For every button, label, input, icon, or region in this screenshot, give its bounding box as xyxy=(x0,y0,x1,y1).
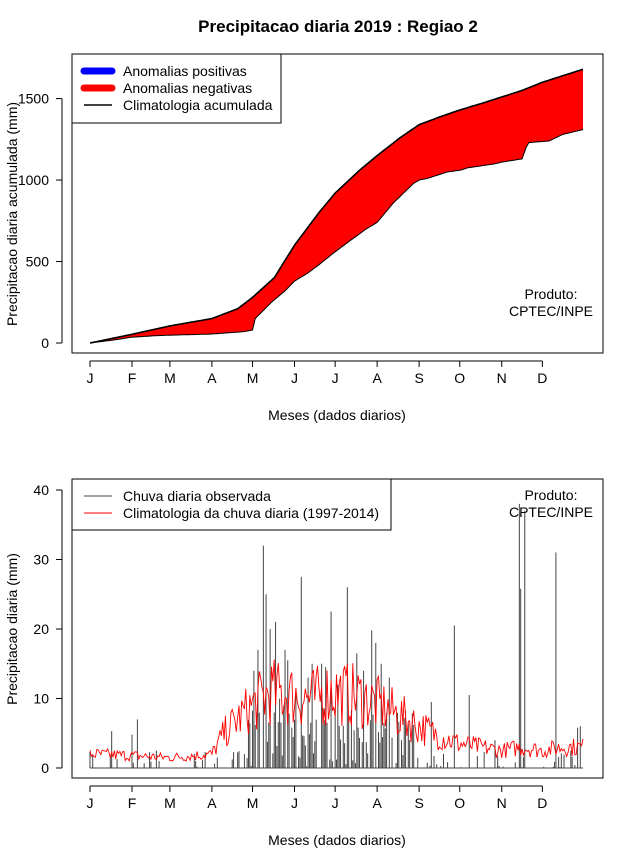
x-tick-label: O xyxy=(454,795,465,811)
x-tick-label: J xyxy=(332,370,339,386)
daily-y-axis: 0 10 20 30 40 xyxy=(33,482,63,776)
y-tick-label: 1500 xyxy=(18,91,49,107)
x-tick-label: N xyxy=(497,795,507,811)
cumulative-annotation-cptec: CPTEC/INPE xyxy=(509,303,593,319)
x-tick-label: J xyxy=(87,370,94,386)
x-tick-label: D xyxy=(537,370,547,386)
daily-legend: Chuva diaria observada Climatologia da c… xyxy=(71,478,392,531)
x-tick-label: J xyxy=(87,795,94,811)
daily-panel: 0 10 20 30 40 J F M A M J J A S O N D Meses (dados diar… xyxy=(4,478,604,848)
x-tick-label: M xyxy=(247,795,259,811)
cumulative-y-axis: 0 500 1000 1500 xyxy=(18,91,63,351)
x-tick-label: J xyxy=(332,795,339,811)
cumulative-legend: Anomalias positivas Anomalias negativas … xyxy=(71,53,282,124)
legend-label-observed: Chuva diaria observada xyxy=(123,488,271,504)
y-tick-label: 10 xyxy=(33,691,49,707)
x-tick-label: J xyxy=(291,370,298,386)
y-tick-label: 0 xyxy=(41,760,49,776)
x-tick-label: M xyxy=(247,370,259,386)
cumulative-annotation-produto: Produto: xyxy=(525,286,578,302)
x-tick-label: A xyxy=(207,370,217,386)
cumulative-plot-box xyxy=(71,53,604,354)
daily-annotation-produto: Produto: xyxy=(525,487,578,503)
x-tick-label: S xyxy=(414,795,423,811)
x-tick-label: A xyxy=(207,795,217,811)
y-tick-label: 40 xyxy=(33,482,49,498)
cumulative-x-label: Meses (dados diarios) xyxy=(268,407,406,423)
y-tick-label: 500 xyxy=(26,254,50,270)
legend-label-positive: Anomalias positivas xyxy=(123,63,247,79)
observed-daily-bars xyxy=(89,503,583,769)
x-tick-label: F xyxy=(128,795,137,811)
x-tick-label: A xyxy=(372,370,382,386)
daily-x-label: Meses (dados diarios) xyxy=(268,832,406,848)
x-tick-label: M xyxy=(164,370,176,386)
y-tick-label: 0 xyxy=(41,335,49,351)
x-tick-label: F xyxy=(128,370,137,386)
climatology-cumulative-line xyxy=(89,68,584,344)
x-tick-label: M xyxy=(164,795,176,811)
daily-legend-box xyxy=(71,478,392,531)
x-tick-label: J xyxy=(291,795,298,811)
cumulative-y-label: Precipitacao diaria acumulada (mm) xyxy=(4,102,20,326)
cumulative-panel: 0 500 1000 1500 J F M A M J J A S O N D Meses (dados d… xyxy=(4,53,604,423)
legend-label-negative: Anomalias negativas xyxy=(123,80,252,96)
y-tick-label: 30 xyxy=(33,552,49,568)
legend-label-climatology: Climatologia acumulada xyxy=(123,97,273,113)
y-tick-label: 1000 xyxy=(18,172,49,188)
x-tick-label: O xyxy=(454,370,465,386)
x-tick-label: N xyxy=(497,370,507,386)
legend-label-daily-climatology: Climatologia da chuva diaria (1997-2014) xyxy=(123,505,379,521)
daily-annotation-cptec: CPTEC/INPE xyxy=(509,504,593,520)
climatology-daily-line xyxy=(89,659,584,763)
y-tick-label: 20 xyxy=(33,621,49,637)
x-tick-label: A xyxy=(372,795,382,811)
x-tick-label: S xyxy=(414,370,423,386)
negative-anomaly-area xyxy=(90,69,583,344)
x-tick-label: D xyxy=(537,795,547,811)
observed-cumulative-line xyxy=(90,129,584,344)
chart-title: Precipitacao diaria 2019 : Regiao 2 xyxy=(198,17,478,36)
daily-y-label: Precipitacao diaria (mm) xyxy=(4,553,20,705)
